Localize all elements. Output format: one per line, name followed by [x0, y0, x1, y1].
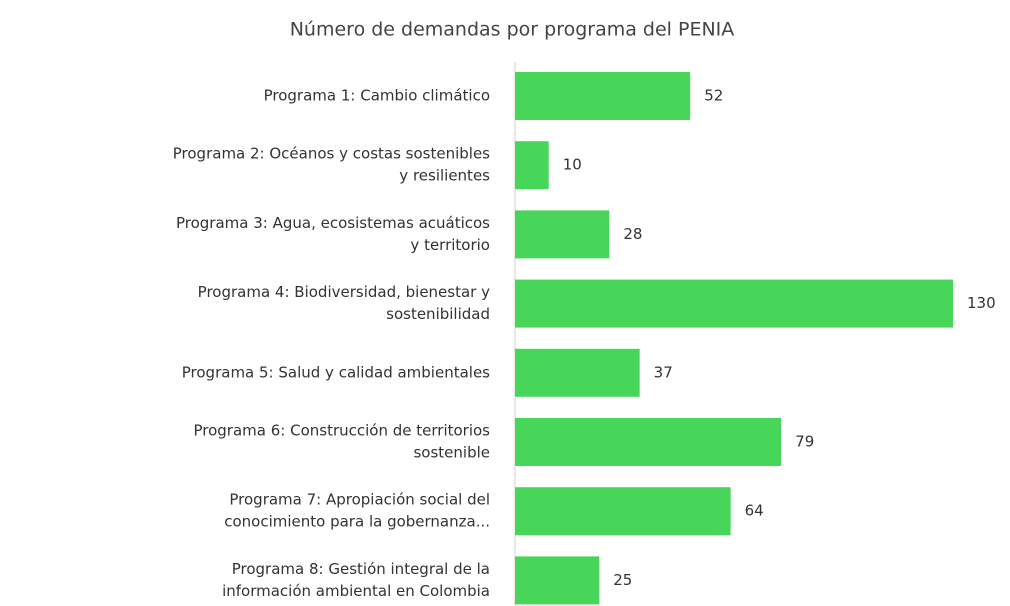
category-label: sostenibilidad — [386, 305, 490, 323]
category-label: Programa 4: Biodiversidad, bienestar y — [198, 283, 490, 301]
value-label: 79 — [795, 433, 814, 451]
category-label: Programa 8: Gestión integral de la — [232, 560, 490, 578]
category-label: Programa 3: Agua, ecosistemas acuáticos — [176, 214, 490, 232]
category-label: Programa 5: Salud y calidad ambientales — [182, 363, 490, 381]
value-label: 37 — [654, 363, 673, 381]
category-label: Programa 6: Construcción de territorios — [193, 422, 490, 440]
bar — [515, 141, 549, 190]
bar — [515, 348, 640, 397]
value-label: 130 — [967, 294, 996, 312]
bar — [515, 72, 691, 120]
bar — [515, 556, 600, 605]
chart-title: Número de demandas por programa del PENI… — [290, 19, 735, 41]
category-label: Programa 2: Océanos y costas sostenibles — [173, 145, 490, 163]
category-label: Programa 1: Cambio climático — [264, 87, 490, 105]
value-label: 52 — [704, 87, 723, 105]
category-label: sostenible — [413, 444, 490, 462]
bar — [515, 418, 782, 466]
value-label: 10 — [563, 156, 582, 174]
category-label: información ambiental en Colombia — [222, 582, 490, 600]
value-label: 28 — [623, 225, 642, 243]
category-label: conocimiento para la gobernanza... — [224, 513, 490, 531]
bar — [515, 210, 610, 259]
category-label: Programa 7: Apropiación social del — [229, 491, 490, 509]
bar — [515, 487, 731, 536]
value-label: 25 — [613, 571, 632, 589]
value-label: 64 — [745, 502, 764, 520]
category-label: y resilientes — [399, 167, 490, 185]
category-label: y territorio — [410, 236, 490, 254]
bar — [515, 279, 953, 328]
